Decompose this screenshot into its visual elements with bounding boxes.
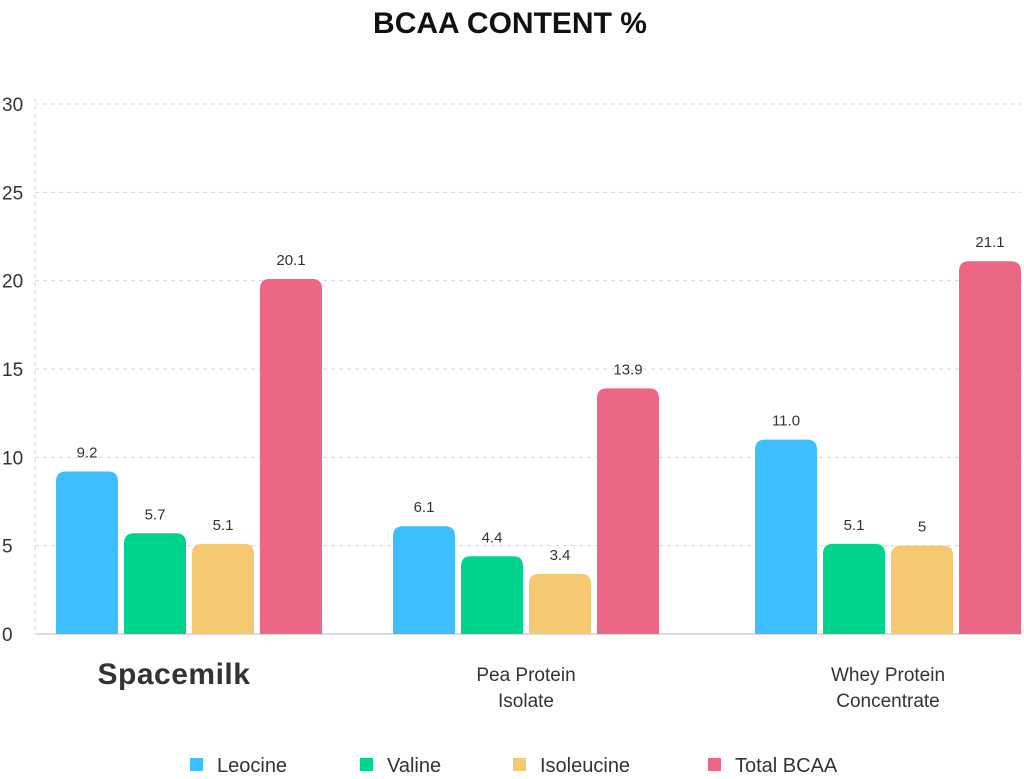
bar-leocine (393, 526, 455, 634)
data-label: 5.1 (213, 517, 234, 534)
category-label: Isolate (498, 691, 554, 712)
data-label: 5 (918, 519, 926, 536)
legend-label: Total BCAA (735, 755, 838, 777)
data-label: 11.0 (772, 413, 800, 430)
data-label: 3.4 (550, 547, 571, 564)
y-tick-label: 25 (2, 183, 23, 204)
y-tick-label: 10 (2, 448, 23, 469)
chart-title: BCAA CONTENT % (373, 7, 647, 40)
bar-leocine (755, 439, 817, 634)
legend-swatch (708, 758, 721, 771)
data-label: 20.1 (276, 252, 305, 269)
data-label: 13.9 (613, 361, 642, 378)
category-label-logo: Spacemilk (98, 658, 251, 691)
data-label: 5.1 (844, 517, 865, 534)
category-label: Pea Protein (476, 665, 575, 686)
y-tick-label: 30 (2, 95, 23, 116)
legend-swatch (513, 758, 526, 771)
data-label: 9.2 (77, 444, 98, 461)
legend-label: Valine (387, 755, 441, 777)
bar-isoleucine (891, 545, 953, 634)
bar-valine (823, 543, 885, 634)
category-label: Whey Protein (831, 665, 945, 686)
y-tick-label: 0 (2, 625, 13, 646)
legend-label: Isoleucine (540, 755, 630, 777)
bar-isoleucine (529, 573, 591, 634)
data-label: 5.7 (145, 506, 166, 523)
bar-valine (461, 556, 523, 634)
bar-total-bcaa (260, 278, 322, 634)
bar-total-bcaa (959, 261, 1021, 634)
legend-swatch (360, 758, 373, 771)
legend-swatch (190, 758, 203, 771)
y-tick-label: 15 (2, 360, 23, 381)
legend-label: Leocine (217, 755, 287, 777)
bar-leocine (56, 471, 118, 634)
category-label: Concentrate (836, 691, 940, 712)
data-label: 6.1 (414, 499, 435, 516)
bar-valine (124, 533, 186, 634)
bar-isoleucine (192, 543, 254, 634)
bar-total-bcaa (597, 388, 659, 634)
data-label: 4.4 (482, 529, 503, 546)
y-tick-label: 20 (2, 272, 23, 293)
y-tick-label: 5 (2, 537, 13, 558)
data-label: 21.1 (975, 234, 1004, 251)
